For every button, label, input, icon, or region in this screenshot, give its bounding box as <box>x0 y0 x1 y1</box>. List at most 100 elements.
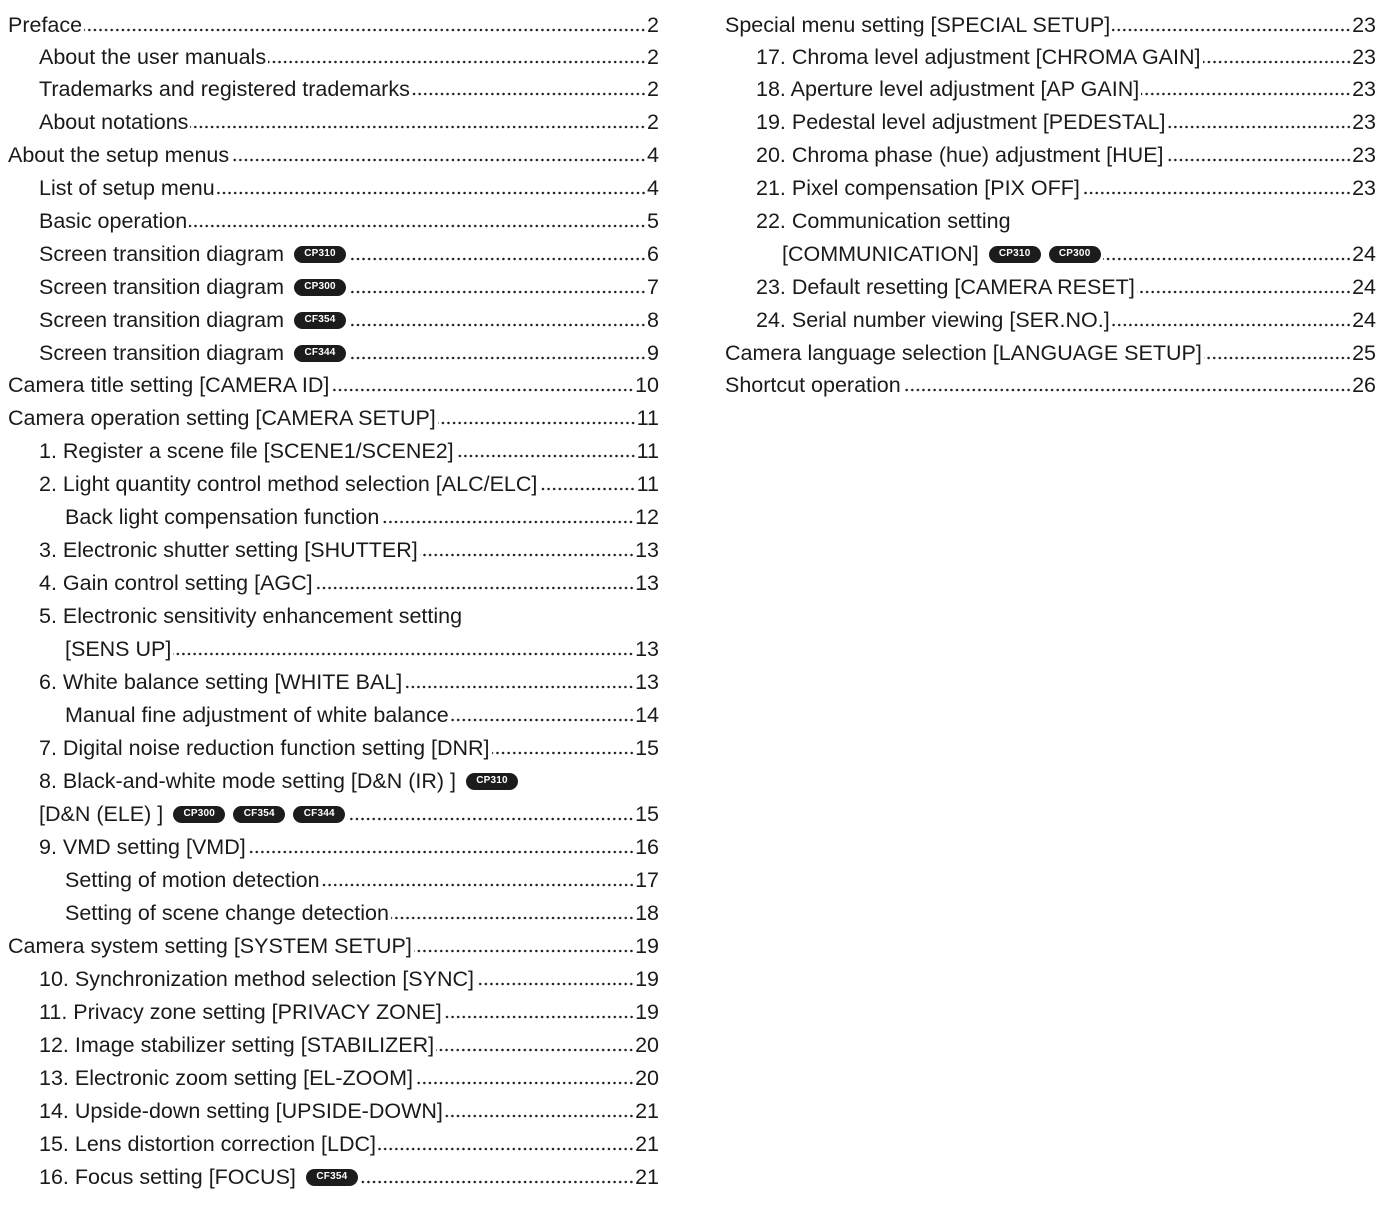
dot-leader <box>436 1047 635 1053</box>
toc-page-number: 11 <box>636 472 659 496</box>
dot-leader <box>390 915 635 921</box>
toc-entry-10-synchronization-method-selection-sync[interactable]: 10. Synchronization method selection [SY… <box>8 960 659 992</box>
toc-entry-label: 19. Pedestal level adjustment [PEDESTAL] <box>756 109 1166 135</box>
toc-entry-camera-language-selection-language-setup[interactable]: Camera language selection [LANGUAGE SETU… <box>725 334 1376 366</box>
model-badge: CF354 <box>293 311 346 329</box>
toc-entry-7-digital-noise-reduction-function-setting-dnr[interactable]: 7. Digital noise reduction function sett… <box>8 729 659 761</box>
toc-page-number: 13 <box>635 670 659 694</box>
toc-entry-d-n-ele[interactable]: [D&N (ELE) ] CP300 CF354 CF344 15 <box>8 795 659 827</box>
toc-entry-sens-up[interactable]: [SENS UP] 13 <box>8 630 659 662</box>
toc-entry-label: Trademarks and registered trademarks <box>39 76 410 102</box>
toc-entry-label: Camera title setting [CAMERA ID] <box>8 372 329 398</box>
toc-entry-label: 3. Electronic shutter setting [SHUTTER] <box>39 537 418 563</box>
toc-entry-5-electronic-sensitivity-enhancement-setting[interactable]: 5. Electronic sensitivity enhancement se… <box>8 597 659 629</box>
toc-entry-title: 20. Chroma phase (hue) adjustment [HUE] <box>756 143 1164 167</box>
dot-leader <box>1081 190 1352 196</box>
toc-page-number: 24 <box>1352 308 1376 332</box>
toc-entry-18-aperture-level-adjustment-ap-gain[interactable]: 18. Aperture level adjustment [AP GAIN] 2… <box>725 70 1376 102</box>
toc-entry-label: [D&N (ELE) ] CP300 CF354 CF344 <box>39 801 346 827</box>
toc-entry-setting-of-scene-change-detection[interactable]: Setting of scene change detection 18 <box>8 894 659 926</box>
dot-leader <box>347 816 635 822</box>
toc-entry-6-white-balance-setting-white-bal[interactable]: 6. White balance setting [WHITE BAL] 13 <box>8 663 659 695</box>
dot-leader <box>1203 355 1352 361</box>
toc-entry-about-the-setup-menus[interactable]: About the setup menus 4 <box>8 136 659 168</box>
toc-entry-screen-transition-diagram[interactable]: Screen transition diagram CP300 7 <box>8 268 659 300</box>
toc-entry-19-pedestal-level-adjustment-pedestal[interactable]: 19. Pedestal level adjustment [PEDESTAL]… <box>725 103 1376 135</box>
toc-entry-preface[interactable]: Preface 2 <box>8 6 659 38</box>
dot-leader <box>173 651 635 657</box>
toc-entry-title: 18. Aperture level adjustment [AP GAIN] <box>756 77 1140 101</box>
toc-entry-label: 5. Electronic sensitivity enhancement se… <box>39 603 462 629</box>
toc-entry-screen-transition-diagram[interactable]: Screen transition diagram CF354 8 <box>8 301 659 333</box>
dot-leader <box>84 27 647 33</box>
toc-entry-12-image-stabilizer-setting-stabilizer[interactable]: 12. Image stabilizer setting [STABILIZER… <box>8 1026 659 1058</box>
toc-entry-list-of-setup-menu[interactable]: List of setup menu 4 <box>8 169 659 201</box>
toc-entry-22-communication-setting[interactable]: 22. Communication setting <box>725 202 1376 234</box>
dot-leader <box>247 849 635 855</box>
toc-entry-trademarks-and-registered-trademarks[interactable]: Trademarks and registered trademarks 2 <box>8 70 659 102</box>
toc-entry-13-electronic-zoom-setting-el-zoom[interactable]: 13. Electronic zoom setting [EL-ZOOM] 20 <box>8 1059 659 1091</box>
toc-entry-8-black-and-white-mode-setting-d-n-ir[interactable]: 8. Black-and-white mode setting [D&N (IR… <box>8 762 659 794</box>
toc-entry-basic-operation[interactable]: Basic operation 5 <box>8 202 659 234</box>
toc-entry-title: Camera language selection [LANGUAGE SETU… <box>725 341 1202 365</box>
toc-page-number: 24 <box>1352 242 1376 266</box>
toc-entry-setting-of-motion-detection[interactable]: Setting of motion detection 17 <box>8 861 659 893</box>
dot-leader <box>419 552 635 558</box>
toc-entry-label: Screen transition diagram CP310 <box>39 241 346 267</box>
toc-page-number: 19 <box>635 967 659 991</box>
toc-page-number: 21 <box>635 1099 659 1123</box>
toc-entry-label: Camera operation setting [CAMERA SETUP] <box>8 405 436 431</box>
toc-entry-camera-title-setting-camera-id[interactable]: Camera title setting [CAMERA ID] 10 <box>8 366 659 398</box>
dot-leader <box>411 91 647 97</box>
toc-page-number: 2 <box>647 110 659 134</box>
toc-page-number: 2 <box>647 77 659 101</box>
toc-entry-15-lens-distortion-correction-ldc[interactable]: 15. Lens distortion correction [LDC] 21 <box>8 1125 659 1157</box>
toc-entry-4-gain-control-setting-agc[interactable]: 4. Gain control setting [AGC] 13 <box>8 564 659 596</box>
toc-entry-screen-transition-diagram[interactable]: Screen transition diagram CP310 6 <box>8 235 659 267</box>
toc-entry-16-focus-setting-focus[interactable]: 16. Focus setting [FOCUS] CF354 21 <box>8 1158 659 1190</box>
toc-entry-screen-transition-diagram[interactable]: Screen transition diagram CF344 9 <box>8 334 659 366</box>
toc-entry-2-light-quantity-control-method-selection-alc-el[interactable]: 2. Light quantity control method selecti… <box>8 465 659 497</box>
toc-page-number: 4 <box>647 143 659 167</box>
toc-entry-14-upside-down-setting-upside-down[interactable]: 14. Upside-down setting [UPSIDE-DOWN] 21 <box>8 1092 659 1124</box>
toc-entry-23-default-resetting-camera-reset[interactable]: 23. Default resetting [CAMERA RESET] 24 <box>725 268 1376 300</box>
dot-leader <box>190 124 647 130</box>
toc-entry-17-chroma-level-adjustment-chroma-gain[interactable]: 17. Chroma level adjustment [CHROMA GAIN… <box>725 38 1376 70</box>
toc-page-number: 13 <box>635 538 659 562</box>
toc-entry-label: [COMMUNICATION] CP310 CP300 <box>782 241 1101 267</box>
toc-entry-title: Camera operation setting [CAMERA SETUP] <box>8 406 436 430</box>
toc-entry-9-vmd-setting-vmd[interactable]: 9. VMD setting [VMD] 16 <box>8 828 659 860</box>
toc-entry-special-menu-setting-special-setup[interactable]: Special menu setting [SPECIAL SETUP] 23 <box>725 6 1376 38</box>
toc-entry-21-pixel-compensation-pix-off[interactable]: 21. Pixel compensation [PIX OFF] 23 <box>725 169 1376 201</box>
toc-entry-label: 22. Communication setting <box>756 208 1011 234</box>
toc-entry-24-serial-number-viewing-ser-no[interactable]: 24. Serial number viewing [SER.NO.] 24 <box>725 301 1376 333</box>
dot-leader <box>268 59 647 65</box>
dot-leader <box>347 289 647 295</box>
model-badge: CF354 <box>305 1168 358 1186</box>
toc-entry-1-register-a-scene-file-scene1-scene2[interactable]: 1. Register a scene file [SCENE1/SCENE2]… <box>8 432 659 464</box>
toc-entry-about-the-user-manuals[interactable]: About the user manuals 2 <box>8 38 659 70</box>
toc-entry-manual-fine-adjustment-of-white-balance[interactable]: Manual fine adjustment of white balance 1… <box>8 696 659 728</box>
toc-entry-camera-system-setting-system-setup[interactable]: Camera system setting [SYSTEM SETUP] 19 <box>8 927 659 959</box>
toc-entry-label: About notations <box>39 109 188 135</box>
toc-entry-communication[interactable]: [COMMUNICATION] CP310 CP300 24 <box>725 235 1376 267</box>
dot-leader <box>415 1080 635 1086</box>
toc-entry-about-notations[interactable]: About notations 2 <box>8 103 659 135</box>
model-badge: CF344 <box>293 344 346 362</box>
toc-entry-shortcut-operation[interactable]: Shortcut operation 26 <box>725 366 1376 398</box>
toc-entry-back-light-compensation-function[interactable]: Back light compensation function 12 <box>8 498 659 530</box>
toc-entry-title: 9. VMD setting [VMD] <box>39 835 246 859</box>
toc-entry-camera-operation-setting-camera-setup[interactable]: Camera operation setting [CAMERA SETUP] 1… <box>8 399 659 431</box>
toc-entry-3-electronic-shutter-setting-shutter[interactable]: 3. Electronic shutter setting [SHUTTER] 1… <box>8 531 659 563</box>
toc-entry-label: 8. Black-and-white mode setting [D&N (IR… <box>39 768 519 794</box>
dot-leader <box>347 256 647 262</box>
toc-entry-11-privacy-zone-setting-privacy-zone[interactable]: 11. Privacy zone setting [PRIVACY ZONE] 1… <box>8 993 659 1025</box>
toc-entry-20-chroma-phase-hue-adjustment-hue[interactable]: 20. Chroma phase (hue) adjustment [HUE] 2… <box>725 136 1376 168</box>
dot-leader <box>1111 322 1352 328</box>
toc-entry-title: 3. Electronic shutter setting [SHUTTER] <box>39 538 418 562</box>
toc-page-number: 20 <box>635 1066 659 1090</box>
toc-entry-title: 12. Image stabilizer setting [STABILIZER… <box>39 1033 435 1057</box>
toc-page-number: 17 <box>635 868 659 892</box>
toc-entry-title: 15. Lens distortion correction [LDC] <box>39 1132 376 1156</box>
toc-entry-label: 24. Serial number viewing [SER.NO.] <box>756 307 1110 333</box>
